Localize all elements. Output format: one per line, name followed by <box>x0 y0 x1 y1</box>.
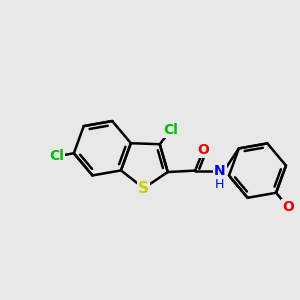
Text: Cl: Cl <box>163 123 178 137</box>
Text: O: O <box>282 200 294 214</box>
Text: Cl: Cl <box>49 149 64 163</box>
Text: H: H <box>215 178 224 190</box>
Text: O: O <box>197 143 209 158</box>
Text: S: S <box>138 181 149 196</box>
Text: N: N <box>214 164 226 178</box>
